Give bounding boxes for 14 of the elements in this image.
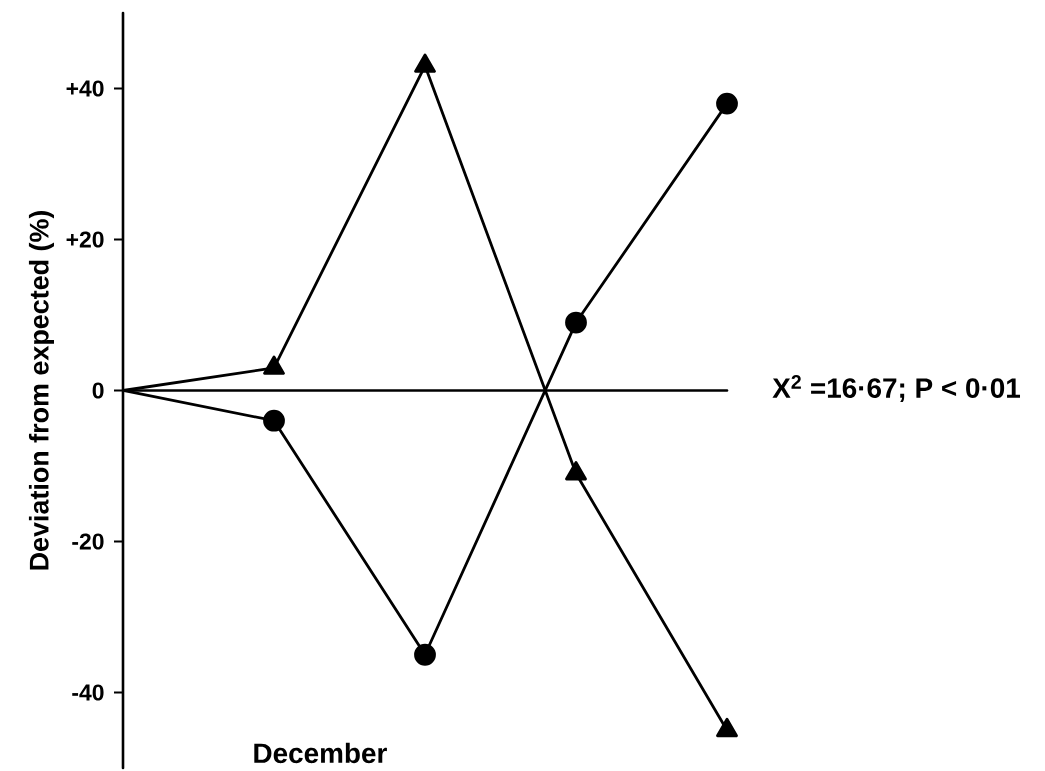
y-tick-label: +20 [66,231,104,248]
y-axis-title: Deviation from expected (%) [28,211,54,570]
point [565,311,587,334]
point [716,92,738,115]
x-axis-title: December [254,742,387,764]
point [263,409,285,432]
text: X$^{2}$ =16·67; P < 0·01 [772,375,1021,402]
y-tick-label: -20 [72,533,104,550]
point [263,355,285,375]
point [716,717,738,738]
y-tick-label: 0 [92,382,104,399]
y-tick-label: +40 [66,80,104,97]
point [565,461,587,481]
y-tick-label: -40 [72,684,104,701]
